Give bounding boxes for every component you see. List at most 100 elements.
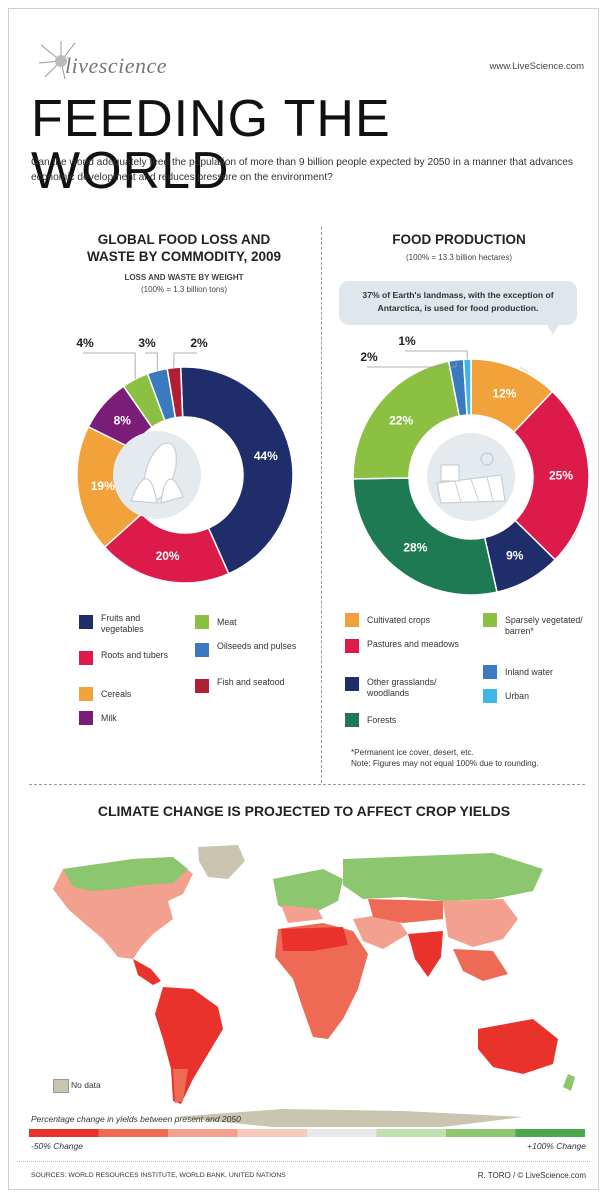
footer-separator <box>17 1161 590 1162</box>
slice-label: 28% <box>403 541 427 555</box>
scale-cell <box>98 1129 169 1137</box>
map-africa <box>275 923 368 1039</box>
left-subheading: LOSS AND WASTE BY WEIGHT <box>124 273 244 282</box>
scale-caption: Percentage change in yields between pres… <box>31 1114 241 1124</box>
map-europe <box>273 869 343 915</box>
slice-label: 3% <box>138 336 156 350</box>
vertical-divider <box>321 227 322 783</box>
right-note: (100% = 13.3 billion hectares) <box>405 253 513 262</box>
slice-label: 22% <box>389 413 413 427</box>
legend-swatch <box>483 665 497 679</box>
slice-label: 44% <box>254 449 278 463</box>
logo-text: livescience <box>65 53 167 78</box>
page-title: FEEDING THE WORLD <box>31 90 391 200</box>
leader-line <box>367 359 457 368</box>
legend-swatch <box>79 651 93 665</box>
legend-swatch <box>79 687 93 701</box>
scale-cell <box>376 1129 447 1137</box>
legend-label: Sparsely vegetated/ barren* <box>505 615 583 636</box>
sources-text: SOURCES: WORLD RESOURCES INSTITUTE, WORL… <box>31 1172 286 1179</box>
farm-field-icon <box>427 433 515 521</box>
scale-cell <box>515 1129 585 1137</box>
leader-line <box>405 350 468 360</box>
legend-label: Cultivated crops <box>367 615 431 625</box>
slice-label: 2% <box>190 336 208 350</box>
starburst-icon <box>38 41 76 80</box>
callout-text: 37% of Earth's landmass, with the except… <box>362 290 554 313</box>
map-central-america <box>133 959 161 985</box>
slice-label: 4% <box>76 336 94 350</box>
donut-slice-urban <box>462 358 472 416</box>
legend-swatch <box>483 613 497 627</box>
map-south-america-south <box>173 1069 188 1103</box>
slice-label: 20% <box>156 549 180 563</box>
legend-label: Other grasslands/ woodlands <box>367 677 437 698</box>
map-north-africa <box>281 927 348 951</box>
legend-swatch <box>345 613 359 627</box>
map-greenland <box>198 845 245 879</box>
scale-max-label: +100% Change <box>527 1141 586 1151</box>
legend-label: Milk <box>101 713 117 723</box>
legend-swatch <box>345 677 359 691</box>
footnotes: *Permanent ice cover, desert, etc. Note:… <box>351 747 598 769</box>
no-data-swatch <box>53 1079 69 1093</box>
food-production-donut-chart: 12% 25% 9% 28% 22% 2% 1% <box>352 334 590 596</box>
scale-cell <box>307 1129 377 1137</box>
legend-swatch <box>483 689 497 703</box>
callout-bubble <box>339 281 577 325</box>
slice-label: 2% <box>360 350 378 364</box>
yield-change-color-scale <box>29 1129 585 1137</box>
legend-label: Roots and tubers <box>101 650 168 660</box>
donut-slice-sparsely-vegetated-barren <box>352 360 461 480</box>
horizontal-divider <box>29 784 585 785</box>
donut-slice-fruits-and-vegetables <box>179 366 294 575</box>
donut-slice-forests <box>352 477 498 596</box>
credit-text: R. TORO / © LiveScience.com <box>477 1171 586 1180</box>
legend-label: Cereals <box>101 689 132 699</box>
site-url[interactable]: www.LiveScience.com <box>489 61 584 72</box>
footnote-asterisk: *Permanent ice cover, desert, etc. <box>351 748 474 757</box>
crop-yield-world-map <box>53 845 575 1127</box>
page-subtitle: Can the world adequately feed the popula… <box>31 157 574 183</box>
legend-label: Forests <box>367 715 397 725</box>
map-india <box>408 931 443 977</box>
map-heading: CLIMATE CHANGE IS PROJECTED TO AFFECT CR… <box>97 803 511 819</box>
legend-swatch <box>195 615 209 629</box>
map-central-asia <box>368 899 443 923</box>
legend-label: Meat <box>217 617 237 627</box>
slice-label: 25% <box>549 469 573 483</box>
callout-tail <box>545 321 561 335</box>
legend-label: Inland water <box>505 667 553 677</box>
leader-line <box>145 352 158 371</box>
map-southern-europe <box>281 905 323 923</box>
left-heading: GLOBAL FOOD LOSS AND WASTE BY COMMODITY,… <box>86 232 282 264</box>
map-china <box>443 899 518 947</box>
donut-slice-fish-and-seafood <box>166 366 184 419</box>
map-middle-east <box>353 913 408 949</box>
scale-cell <box>237 1129 308 1137</box>
legend-swatch <box>79 615 93 629</box>
map-australia <box>478 1019 558 1074</box>
legend-swatch <box>79 711 93 725</box>
scale-cell <box>29 1129 99 1137</box>
legend-swatch <box>195 643 209 657</box>
map-new-zealand <box>563 1074 575 1091</box>
map-antarctica <box>173 1109 523 1127</box>
slice-label: 1% <box>398 334 416 348</box>
leader-line <box>83 352 136 380</box>
right-heading: FOOD PRODUCTION <box>392 232 526 247</box>
no-data-label: No data <box>71 1080 101 1090</box>
footnote-rounding: Note: Figures may not equal 100% due to … <box>351 759 539 768</box>
slice-label: 12% <box>492 386 516 400</box>
legend-label: Urban <box>505 691 529 701</box>
scale-cell <box>446 1129 516 1137</box>
map-southeast-asia <box>453 949 508 981</box>
livescience-logo[interactable] <box>31 41 191 81</box>
slice-label: 8% <box>114 414 132 428</box>
map-russia <box>343 853 543 901</box>
donut-slice-pastures-and-meadows <box>512 390 590 561</box>
slice-label: 19% <box>91 479 115 493</box>
legend-label: Fruits and vegetables <box>101 613 144 634</box>
infographic: livescience www.LiveScience.com FEEDING … <box>8 8 599 1190</box>
legend-label: Fish and seafood <box>217 677 285 687</box>
